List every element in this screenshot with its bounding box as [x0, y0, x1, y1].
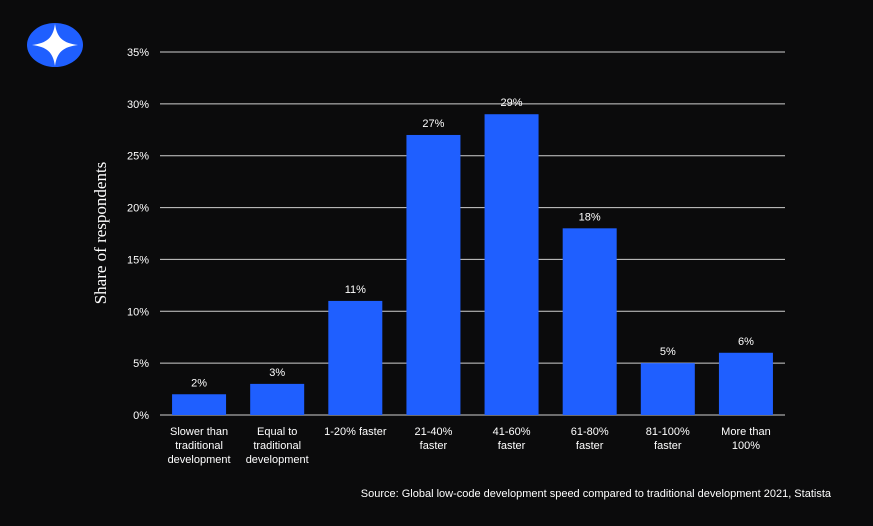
bar [406, 134, 461, 415]
bar [640, 363, 695, 415]
four-point-star-logo-icon [26, 20, 84, 70]
data-label: 18% [579, 211, 601, 223]
data-label: 27% [422, 118, 444, 130]
data-label: 6% [738, 336, 754, 348]
y-tick-label: 25% [127, 151, 149, 163]
y-tick-label: 35% [127, 47, 149, 59]
bars [172, 114, 773, 415]
data-labels: 2% 3% 11% 27% 29% 18% 5% 6% [191, 97, 754, 389]
x-tick-label: Slower than traditional development [168, 426, 231, 466]
gridlines [160, 51, 785, 416]
x-axis-tick-labels: Slower than traditional development Equal t… [168, 426, 771, 466]
x-tick-label: 61-80% faster [571, 426, 609, 452]
x-tick-label: 21-40% faster [414, 426, 452, 452]
data-label: 2% [191, 377, 207, 389]
y-tick-label: 0% [133, 410, 149, 422]
bar [172, 394, 227, 415]
bar [718, 352, 773, 415]
bar [328, 300, 383, 415]
y-tick-label: 20% [127, 203, 149, 215]
data-label: 3% [269, 367, 285, 379]
data-label: 5% [660, 346, 676, 358]
x-tick-label: 41-60% faster [493, 426, 531, 452]
y-tick-label: 30% [127, 99, 149, 111]
source-note: Source: Global low-code development spee… [360, 488, 831, 500]
x-tick-label: 81-100% faster [646, 426, 690, 452]
x-tick-label: Equal to traditional development [246, 426, 309, 466]
x-tick-label: More than 100% [721, 426, 771, 452]
y-tick-label: 5% [133, 358, 149, 370]
bar [250, 383, 305, 415]
y-tick-label: 10% [127, 306, 149, 318]
data-label: 11% [345, 284, 366, 296]
y-axis-tick-labels: 0% 5% 10% 15% 20% 25% 30% 35% [127, 47, 149, 422]
y-tick-label: 15% [127, 254, 149, 266]
bar [562, 228, 617, 415]
x-tick-label: 1-20% faster [324, 426, 387, 438]
data-label: 29% [501, 97, 523, 109]
bar [484, 114, 539, 415]
y-axis-label: Share of respondents [91, 162, 110, 305]
